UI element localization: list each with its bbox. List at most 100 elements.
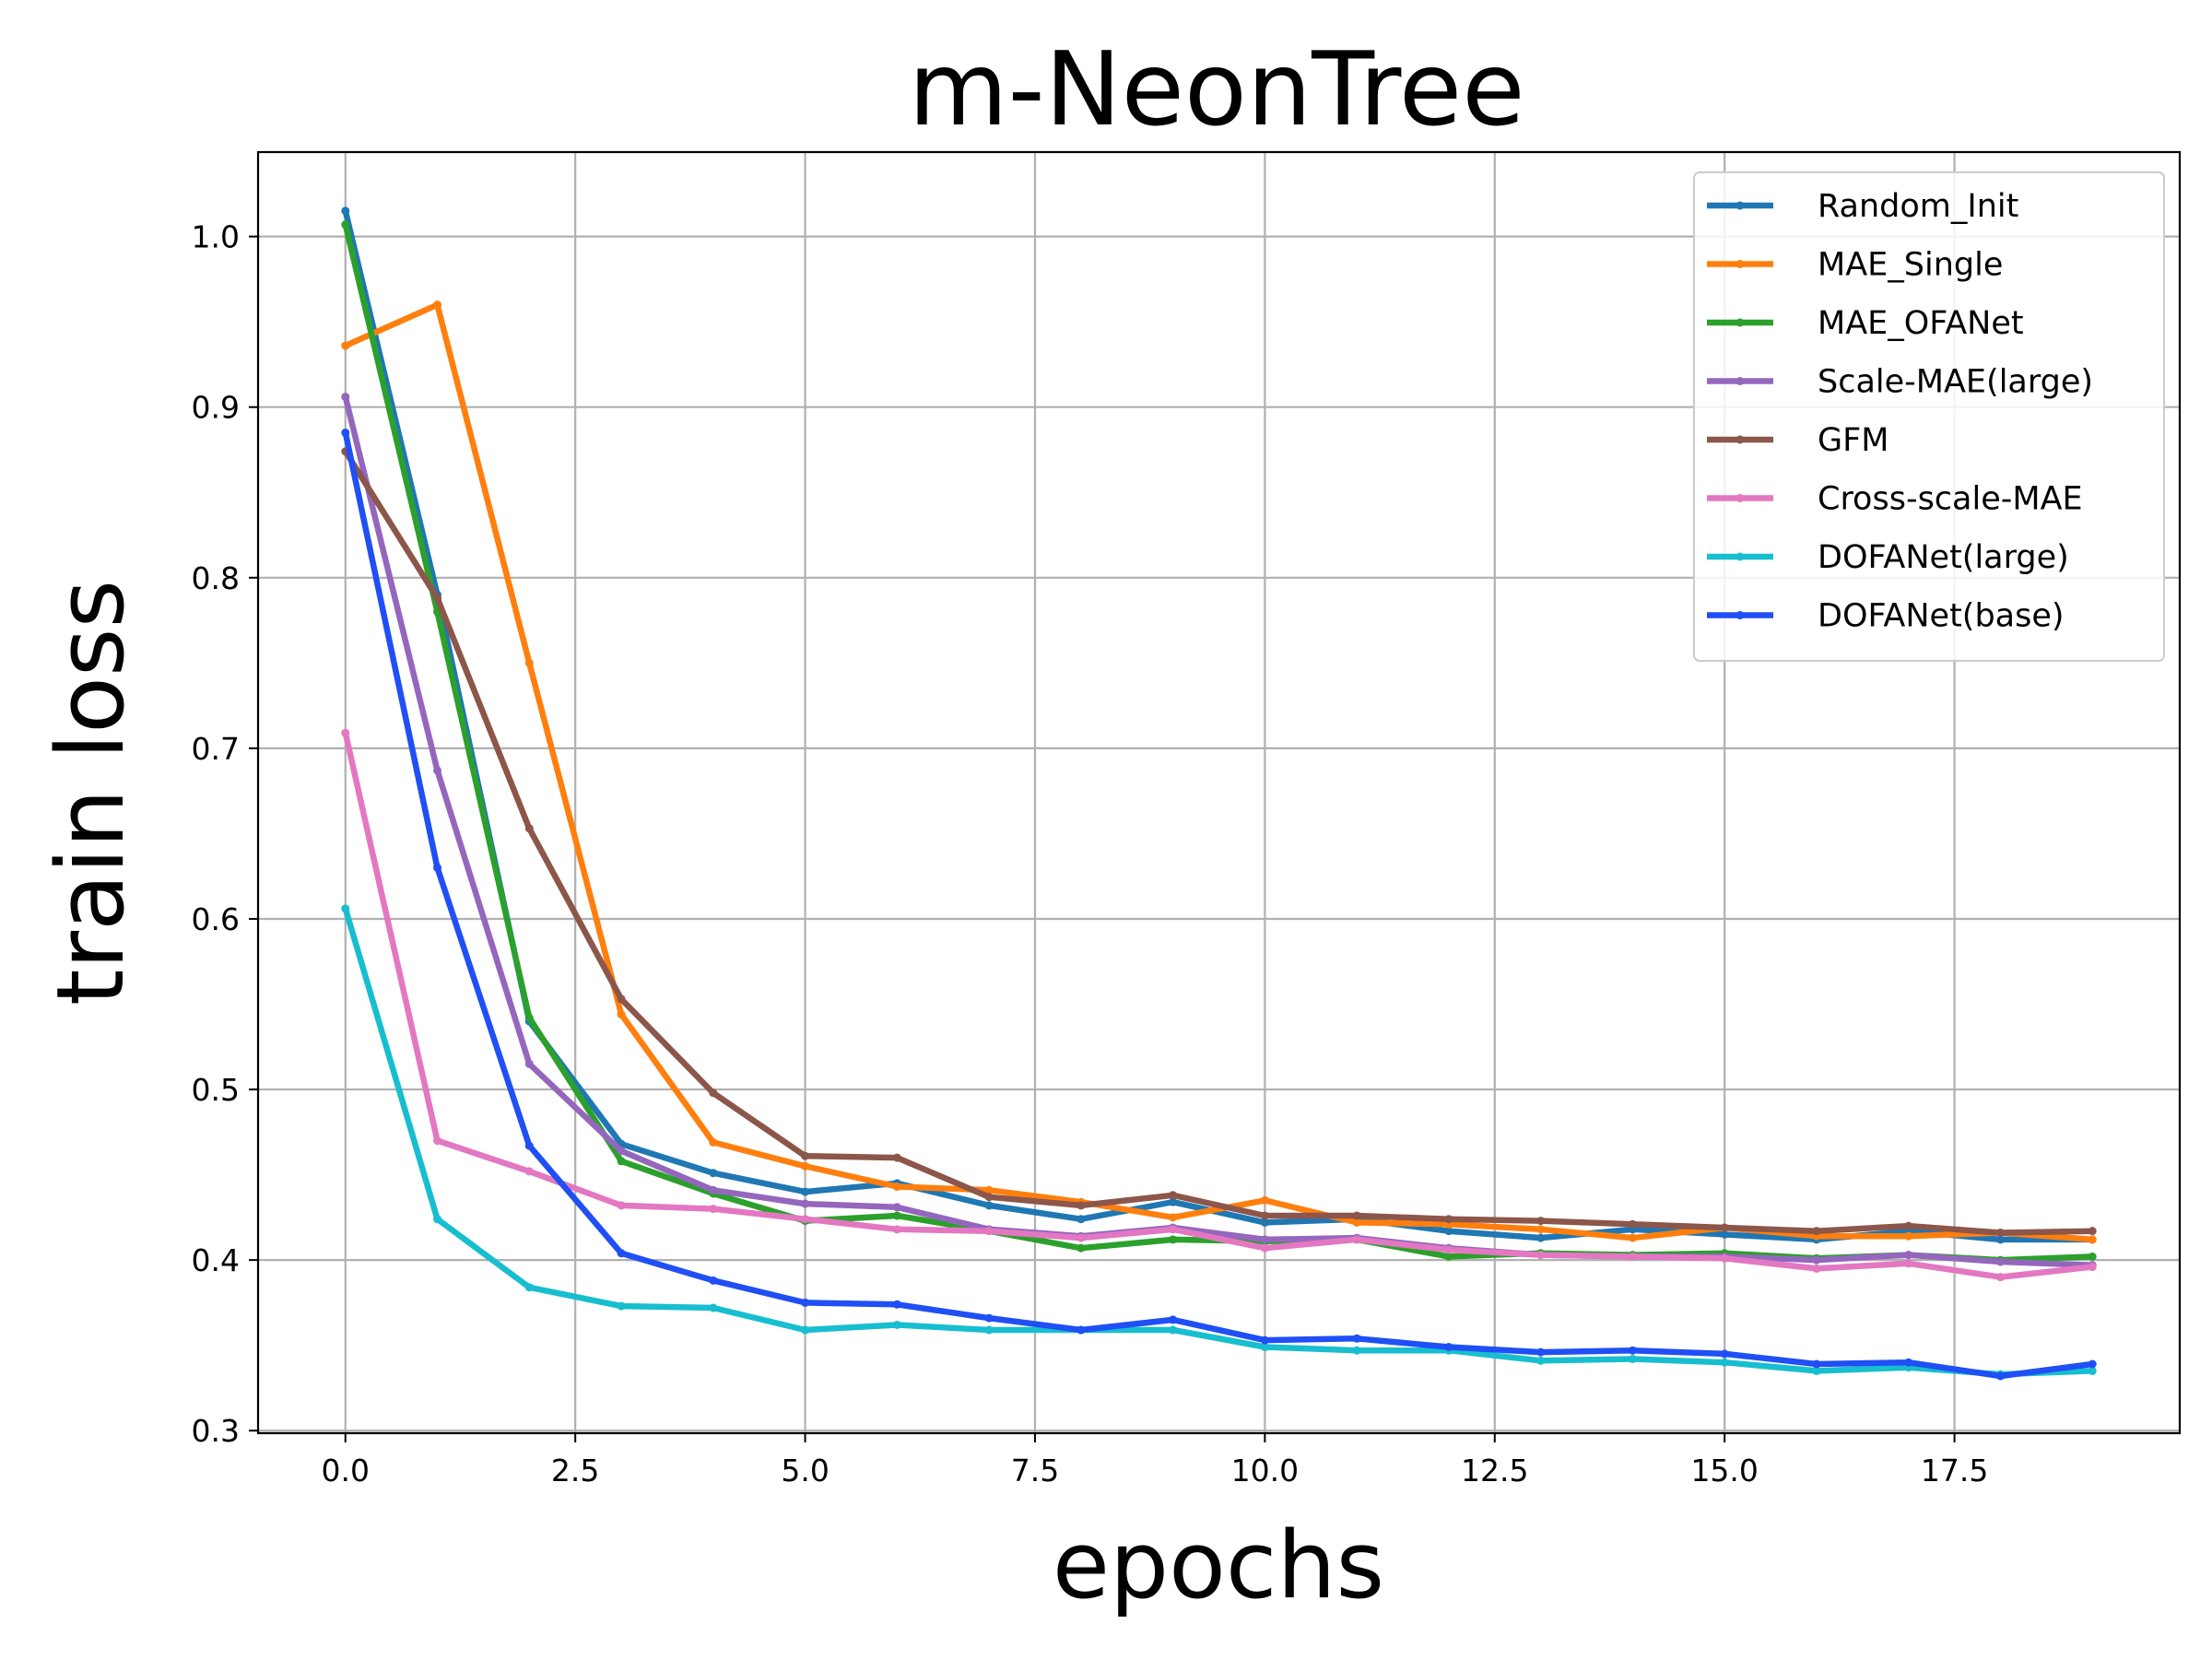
data-point — [2088, 1227, 2097, 1236]
data-point — [1536, 1251, 1546, 1260]
plot-area-frame — [256, 150, 2182, 1435]
data-point — [1260, 1218, 1269, 1227]
data-point — [341, 904, 350, 913]
data-point — [984, 1227, 994, 1236]
data-point — [2088, 1235, 2097, 1244]
data-point — [1444, 1245, 1453, 1254]
y-tick-label: 1.0 — [192, 219, 240, 255]
data-point — [1260, 1211, 1269, 1220]
data-point — [2088, 1263, 2097, 1272]
data-point — [1628, 1252, 1637, 1261]
data-point — [1536, 1347, 1546, 1357]
data-point — [1904, 1221, 1913, 1230]
legend-item: Cross-scale-MAE — [1707, 481, 2083, 518]
data-point — [1904, 1231, 1913, 1241]
data-point — [433, 300, 442, 310]
data-point — [892, 1300, 901, 1309]
series-line-gfm — [342, 448, 2096, 1236]
legend-label: DOFANet(base) — [1818, 598, 2065, 635]
data-point — [801, 1161, 810, 1171]
data-point — [709, 1088, 718, 1098]
data-point — [1628, 1346, 1637, 1355]
data-point — [984, 1325, 994, 1335]
data-point — [617, 1147, 626, 1156]
data-point — [1077, 1243, 1086, 1253]
data-point — [524, 1283, 534, 1292]
data-point — [984, 1313, 994, 1323]
data-point — [1536, 1356, 1546, 1365]
data-point — [617, 994, 626, 1004]
legend-box — [1693, 171, 2165, 662]
data-point — [2088, 1252, 2097, 1261]
data-point — [801, 1151, 810, 1160]
legend-item: MAE_Single — [1707, 247, 2003, 284]
data-point — [1352, 1334, 1361, 1343]
data-point — [433, 863, 442, 872]
data-point — [1536, 1225, 1546, 1234]
data-point — [433, 594, 442, 603]
x-tick-label: 0.0 — [322, 1453, 370, 1488]
data-point — [801, 1199, 810, 1208]
data-point — [1812, 1359, 1821, 1369]
legend-item: Scale-MAE(large) — [1707, 364, 2093, 401]
data-point — [984, 1185, 994, 1194]
data-point — [984, 1201, 994, 1210]
data-point — [892, 1203, 901, 1212]
legend: Random_Init MAE_Single MAE_OFANet Scale-MAE… — [1693, 171, 2165, 662]
x-axis-ticks: 0.0 2.5 5.0 7.5 10.0 12.5 15.0 17.5 — [322, 1433, 1988, 1488]
data-point — [2088, 1359, 2097, 1369]
data-point — [1628, 1354, 1637, 1363]
legend-label: MAE_OFANet — [1818, 305, 2024, 342]
data-point — [1995, 1371, 2005, 1381]
data-point — [1260, 1235, 1269, 1244]
legend-label: GFM — [1818, 422, 1888, 459]
y-tick-label: 0.5 — [192, 1072, 240, 1108]
data-point — [341, 341, 350, 350]
y-tick-label: 0.4 — [192, 1242, 240, 1278]
x-tick-label: 15.0 — [1690, 1453, 1758, 1488]
legend-item: GFM — [1707, 422, 1888, 459]
legend-label: Scale-MAE(large) — [1818, 364, 2093, 401]
data-point — [341, 728, 350, 737]
legend-label: DOFANet(large) — [1818, 539, 2069, 576]
legend-label: Random_Init — [1818, 188, 2018, 225]
legend-marker — [1735, 377, 1745, 385]
y-tick-label: 0.3 — [192, 1413, 240, 1449]
data-point — [1444, 1215, 1453, 1224]
data-point — [341, 428, 350, 437]
x-tick-label: 17.5 — [1921, 1453, 1988, 1488]
data-point — [617, 1201, 626, 1210]
y-axis-label: train loss — [36, 580, 145, 1006]
legend-marker — [1735, 611, 1745, 619]
data-point — [1720, 1349, 1729, 1359]
data-point — [1904, 1251, 1913, 1260]
data-point — [1628, 1219, 1637, 1229]
data-point — [433, 766, 442, 775]
data-point — [1169, 1225, 1178, 1234]
data-point — [1812, 1366, 1821, 1375]
data-point — [1444, 1227, 1453, 1236]
series-line-dofanet-base — [342, 429, 2096, 1380]
data-point — [1812, 1264, 1821, 1273]
data-point — [1995, 1229, 2005, 1238]
x-tick-label: 10.0 — [1231, 1453, 1299, 1488]
data-point — [524, 658, 534, 667]
data-point — [1169, 1191, 1178, 1200]
data-point — [1169, 1235, 1178, 1244]
series-cross-scale-mae — [341, 728, 2097, 1282]
data-point — [1720, 1223, 1729, 1232]
data-point — [1169, 1315, 1178, 1324]
data-point — [1077, 1201, 1086, 1210]
data-point — [524, 824, 534, 833]
legend-marker — [1735, 494, 1745, 502]
series-line-random-init — [342, 207, 2096, 1243]
data-point — [1260, 1195, 1269, 1205]
legend-label: MAE_Single — [1818, 247, 2003, 284]
data-point — [801, 1215, 810, 1224]
legend-marker — [1735, 318, 1745, 327]
legend-item: MAE_OFANet — [1707, 305, 2024, 342]
data-point — [433, 1136, 442, 1146]
series-gfm — [341, 447, 2097, 1238]
data-point — [801, 1187, 810, 1196]
data-point — [892, 1182, 901, 1192]
